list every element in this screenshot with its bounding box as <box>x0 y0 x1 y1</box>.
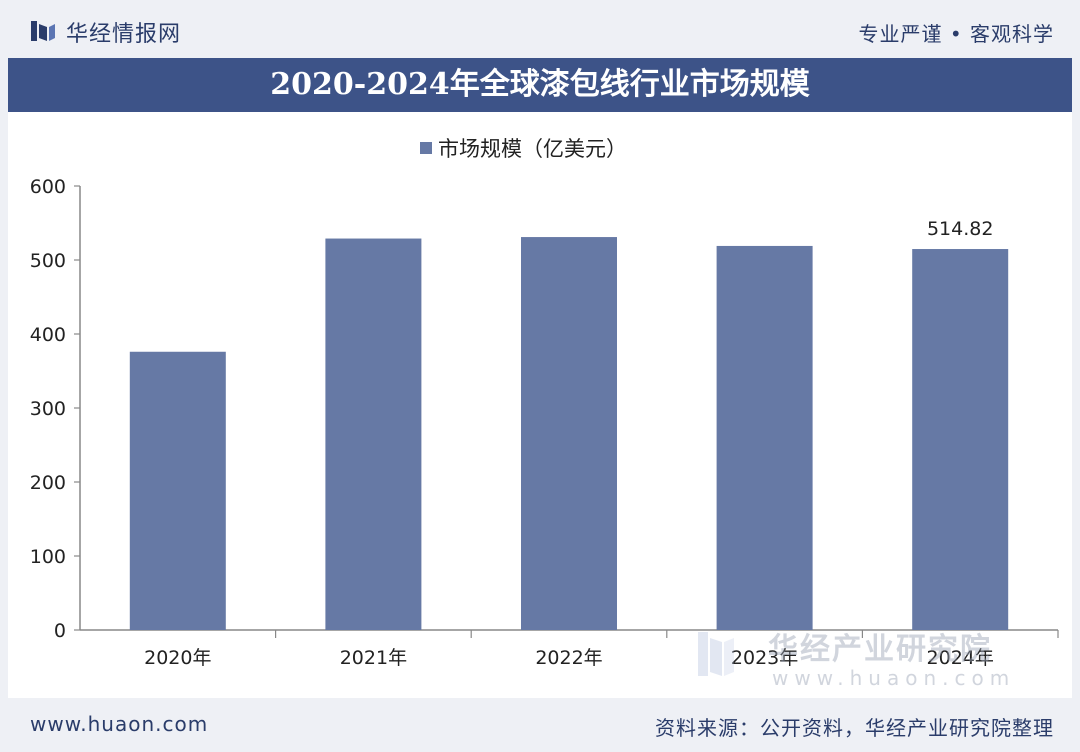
y-tick-label: 200 <box>30 472 66 494</box>
y-tick-label: 600 <box>30 176 66 198</box>
y-tick-label: 0 <box>54 620 66 642</box>
source-note: 资料来源：公开资料，华经产业研究院整理 <box>655 716 1054 740</box>
bar <box>129 351 226 630</box>
legend-swatch <box>420 142 432 154</box>
x-tick-label: 2021年 <box>340 647 407 669</box>
bar <box>325 238 422 631</box>
chart-title: 2020-2024年全球漆包线行业市场规模 <box>270 67 810 102</box>
x-tick-label: 2022年 <box>535 647 602 669</box>
legend-label: 市场规模（亿美元） <box>438 137 627 161</box>
watermark-logo-icon <box>698 632 734 676</box>
site-url: www.huaon.com <box>30 712 209 736</box>
watermark-url: www.huaon.com <box>772 666 1016 690</box>
y-tick-label: 400 <box>30 324 66 346</box>
x-tick-label: 2024年 <box>927 647 994 669</box>
slogan: 专业严谨 • 客观科学 <box>858 22 1054 46</box>
x-tick-label: 2023年 <box>731 647 798 669</box>
watermark-text: 华经产业研究院 <box>768 632 992 667</box>
bar <box>716 245 813 630</box>
y-tick-label: 100 <box>30 546 66 568</box>
bar <box>912 249 1009 630</box>
y-tick-label: 300 <box>30 398 66 420</box>
header-bar: 华经情报网 专业严谨 • 客观科学 <box>0 0 1080 56</box>
x-tick-label: 2020年 <box>144 647 211 669</box>
title-band: 2020-2024年全球漆包线行业市场规模 <box>8 58 1072 112</box>
bar <box>521 237 617 630</box>
book-bars-icon <box>31 21 55 41</box>
footer-bar: www.huaon.com 资料来源：公开资料，华经产业研究院整理 <box>0 700 1080 752</box>
brand-name: 华经情报网 <box>66 22 182 47</box>
bar-chart: 0 100 200 300 400 500 600 2020年 2021年 2022年 2023年 2… <box>30 176 1059 669</box>
data-label: 514.82 <box>927 218 993 240</box>
y-tick-label: 500 <box>30 250 66 272</box>
legend: 市场规模（亿美元） <box>420 136 627 161</box>
